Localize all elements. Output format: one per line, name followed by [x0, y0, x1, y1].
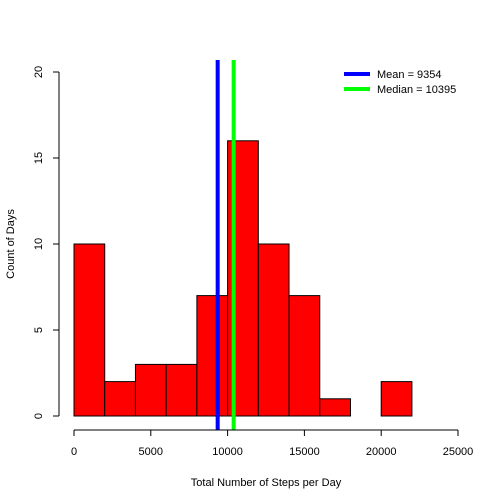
histogram-bars — [73, 140, 413, 417]
y-tick-label: 10 — [33, 238, 45, 250]
histogram-bar-1 — [104, 381, 136, 417]
x-tick-label: 10000 — [212, 446, 243, 458]
histogram-bar-2 — [134, 363, 167, 417]
reference-lines — [215, 60, 236, 430]
y-tick-label: 20 — [33, 66, 45, 78]
x-tick-label: 25000 — [443, 446, 474, 458]
histogram-bar-10 — [380, 381, 413, 417]
x-axis-label: Total Number of Steps per Day — [191, 477, 342, 489]
histogram-bar-6 — [257, 243, 290, 417]
histogram-bar-3 — [165, 363, 198, 417]
x-tick-label: 15000 — [289, 446, 320, 458]
histogram-bar-8 — [319, 398, 351, 417]
y-tick-label: 5 — [33, 327, 45, 333]
y-axis: 0 5 10 15 20 — [33, 66, 60, 419]
histogram-bar-4 — [196, 295, 229, 417]
y-tick-label: 15 — [33, 152, 45, 164]
y-tick-label: 0 — [33, 413, 45, 419]
histogram-bar-0 — [73, 243, 106, 417]
histogram-bar-7 — [288, 295, 321, 417]
legend-label-0: Mean = 9354 — [377, 69, 442, 81]
legend: Mean = 9354 Median = 10395 — [344, 69, 456, 96]
x-tick-label: 5000 — [139, 446, 163, 458]
x-tick-label: 20000 — [366, 446, 397, 458]
x-axis: 0 5000 10000 15000 20000 25000 — [71, 429, 474, 458]
y-axis-label: Count of Days — [5, 209, 17, 279]
x-tick-label: 0 — [71, 446, 77, 458]
legend-label-1: Median = 10395 — [377, 84, 456, 96]
